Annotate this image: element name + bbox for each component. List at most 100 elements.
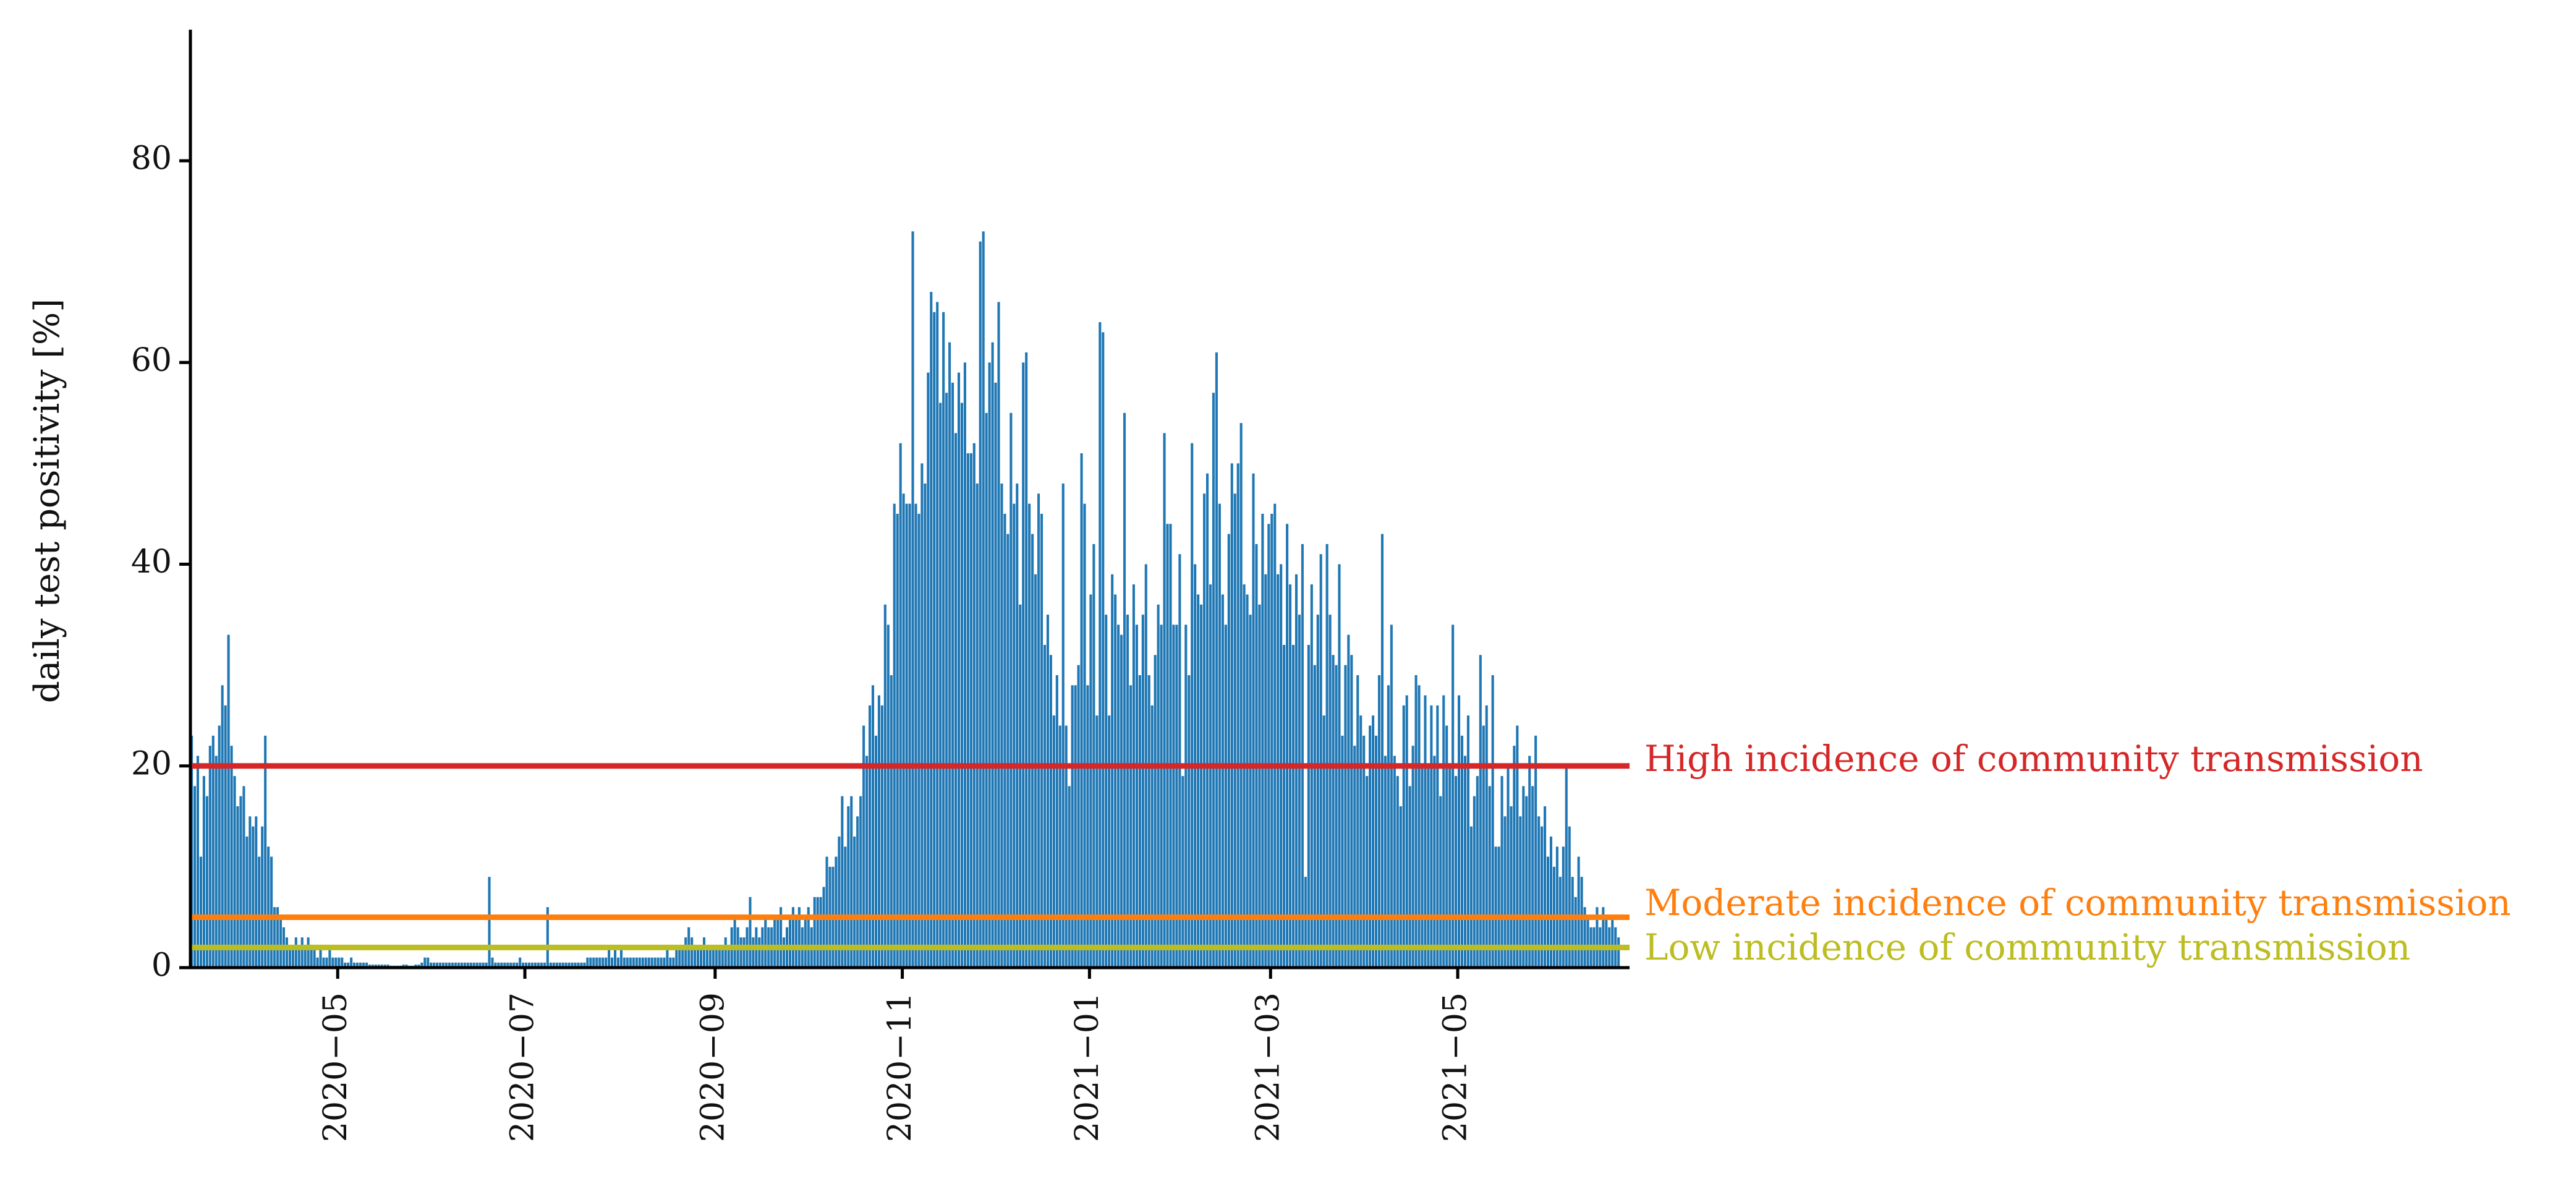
bar xyxy=(991,342,994,968)
bar xyxy=(1184,624,1188,968)
bar xyxy=(724,937,727,968)
bar xyxy=(300,937,304,968)
bar xyxy=(457,962,460,968)
bar xyxy=(635,957,638,968)
bar xyxy=(773,917,776,968)
bar xyxy=(1141,615,1144,968)
bar xyxy=(1233,493,1236,968)
bar xyxy=(1399,806,1402,968)
bar xyxy=(1000,484,1003,968)
bar xyxy=(1439,796,1442,968)
bar xyxy=(1138,675,1141,968)
bar xyxy=(927,372,930,968)
bar xyxy=(663,957,666,968)
bar xyxy=(1086,685,1089,968)
y-tick-label: 40 xyxy=(131,543,172,581)
bar xyxy=(727,947,730,968)
bar xyxy=(304,947,307,968)
bar xyxy=(632,957,635,968)
bar xyxy=(571,962,574,968)
x-tick-label: 2021−05 xyxy=(1437,992,1474,1142)
bar xyxy=(908,503,911,968)
bar xyxy=(1546,856,1550,968)
bar xyxy=(258,856,261,968)
bar xyxy=(1117,624,1120,968)
bar xyxy=(205,796,208,968)
bar xyxy=(954,433,958,968)
bar xyxy=(1135,624,1138,968)
bar xyxy=(1458,695,1461,968)
bar xyxy=(1264,574,1267,968)
bar xyxy=(463,962,466,968)
bar xyxy=(675,947,678,968)
bar xyxy=(902,493,905,968)
bar xyxy=(1510,806,1513,968)
bar xyxy=(933,312,936,968)
bar xyxy=(1335,665,1338,968)
bar xyxy=(874,735,877,968)
x-tick-label: 2020−11 xyxy=(882,992,919,1142)
bar xyxy=(948,342,951,968)
bar xyxy=(871,685,875,968)
bar xyxy=(1163,433,1166,968)
bar xyxy=(193,786,197,968)
bar xyxy=(218,725,221,968)
bar xyxy=(239,796,242,968)
bar xyxy=(1500,776,1503,968)
bar xyxy=(1316,615,1319,968)
bar xyxy=(1482,725,1485,968)
bar xyxy=(567,962,571,968)
bar xyxy=(1052,715,1055,968)
bar xyxy=(328,947,331,968)
bar xyxy=(1408,786,1411,968)
bar xyxy=(1129,685,1132,968)
bar xyxy=(1555,846,1558,968)
bar xyxy=(1095,715,1099,968)
bar xyxy=(1037,493,1040,968)
bar xyxy=(331,957,334,968)
bar xyxy=(1516,725,1519,968)
bar xyxy=(1061,484,1065,968)
bar xyxy=(1519,816,1522,968)
bar xyxy=(1436,705,1439,968)
bar xyxy=(439,962,442,968)
bar xyxy=(712,947,715,968)
bar xyxy=(681,947,684,968)
bar xyxy=(485,962,488,968)
bar xyxy=(1384,756,1387,968)
bar xyxy=(1344,665,1347,968)
bar xyxy=(1025,352,1028,968)
bar xyxy=(914,503,917,968)
bar xyxy=(1043,645,1046,968)
bar xyxy=(1022,362,1025,968)
bar xyxy=(586,957,589,968)
bar xyxy=(644,957,647,968)
bar xyxy=(1206,473,1209,968)
bar xyxy=(1537,816,1541,968)
bar xyxy=(1507,765,1510,968)
bar xyxy=(883,604,886,968)
bar xyxy=(1405,695,1408,968)
bar xyxy=(1157,604,1160,968)
bar xyxy=(1191,443,1194,968)
bar xyxy=(1463,756,1467,968)
bar xyxy=(780,907,783,968)
bar xyxy=(936,302,939,968)
bar xyxy=(319,947,322,968)
bar xyxy=(506,962,509,968)
bar xyxy=(920,463,924,968)
bar xyxy=(960,403,963,968)
bar xyxy=(1294,574,1298,968)
bar xyxy=(460,962,463,968)
bar xyxy=(549,962,552,968)
bar xyxy=(273,907,276,968)
bar xyxy=(215,756,218,968)
y-tick-label: 20 xyxy=(131,745,172,782)
bar xyxy=(626,957,629,968)
bar xyxy=(880,705,883,968)
bar xyxy=(564,962,567,968)
bar xyxy=(313,947,316,968)
bar xyxy=(1224,624,1227,968)
bar xyxy=(230,746,233,968)
